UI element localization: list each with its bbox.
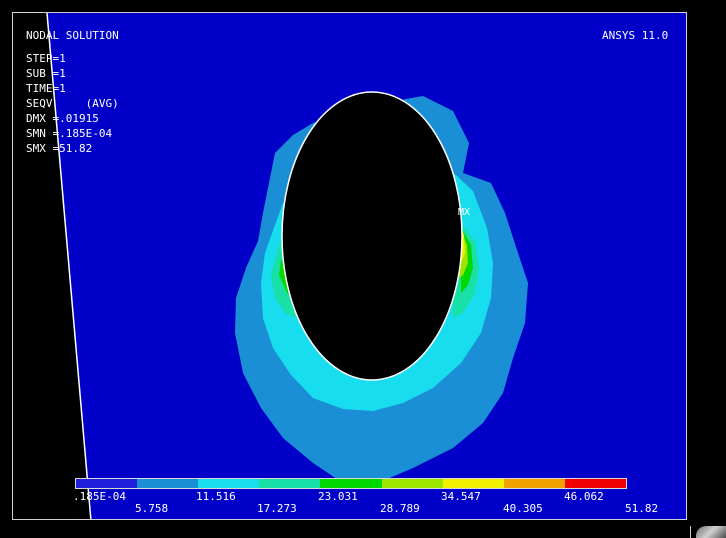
graphics-viewport[interactable]: NODAL SOLUTION ANSYS 11.0 STEP=1 SUB =1 … (12, 12, 687, 520)
legend-tick-bottom-1: 5.758 (135, 502, 169, 515)
legend-swatch-9 (564, 479, 626, 488)
info-dmx: DMX =.01915 (26, 112, 99, 125)
legend-tick-top-3: 23.031 (318, 490, 358, 503)
legend-tick-bottom-3: 28.789 (380, 502, 420, 515)
info-smn: SMN =.185E-04 (26, 127, 113, 140)
legend-tick-top-1: .185E-04 (73, 490, 126, 503)
legend-swatch-5 (320, 479, 382, 488)
legend-swatch-7 (442, 479, 504, 488)
plot-title: NODAL SOLUTION (26, 29, 119, 42)
info-sub: SUB =1 (26, 67, 66, 80)
legend-swatch-1 (76, 479, 138, 488)
legend-swatch-3 (198, 479, 260, 488)
window-edge-line (690, 526, 691, 538)
legend-tick-top-5: 46.062 (564, 490, 604, 503)
info-smx: SMX =51.82 (26, 142, 93, 155)
info-step: STEP=1 (26, 52, 66, 65)
legend-tick-top-4: 34.547 (441, 490, 481, 503)
plate-left-edge (46, 13, 92, 519)
legend-swatch-2 (137, 479, 199, 488)
legend-swatch-6 (381, 479, 443, 488)
elliptical-hole (281, 91, 463, 381)
contour-legend-bar (75, 478, 627, 489)
product-label: ANSYS 11.0 (602, 29, 669, 42)
legend-swatch-8 (503, 479, 565, 488)
info-seqv: SEQV (AVG) (26, 97, 119, 110)
max-marker-label: MX (458, 207, 471, 218)
stress-contour-plot (46, 13, 686, 519)
legend-tick-top-2: 11.516 (196, 490, 236, 503)
info-time: TIME=1 (26, 82, 66, 95)
legend-tick-bottom-4: 40.305 (503, 502, 543, 515)
legend-swatch-4 (259, 479, 321, 488)
legend-tick-bottom-5: 51.82 (625, 502, 659, 515)
legend-tick-bottom-2: 17.273 (257, 502, 297, 515)
corner-widget-icon[interactable] (696, 526, 726, 538)
